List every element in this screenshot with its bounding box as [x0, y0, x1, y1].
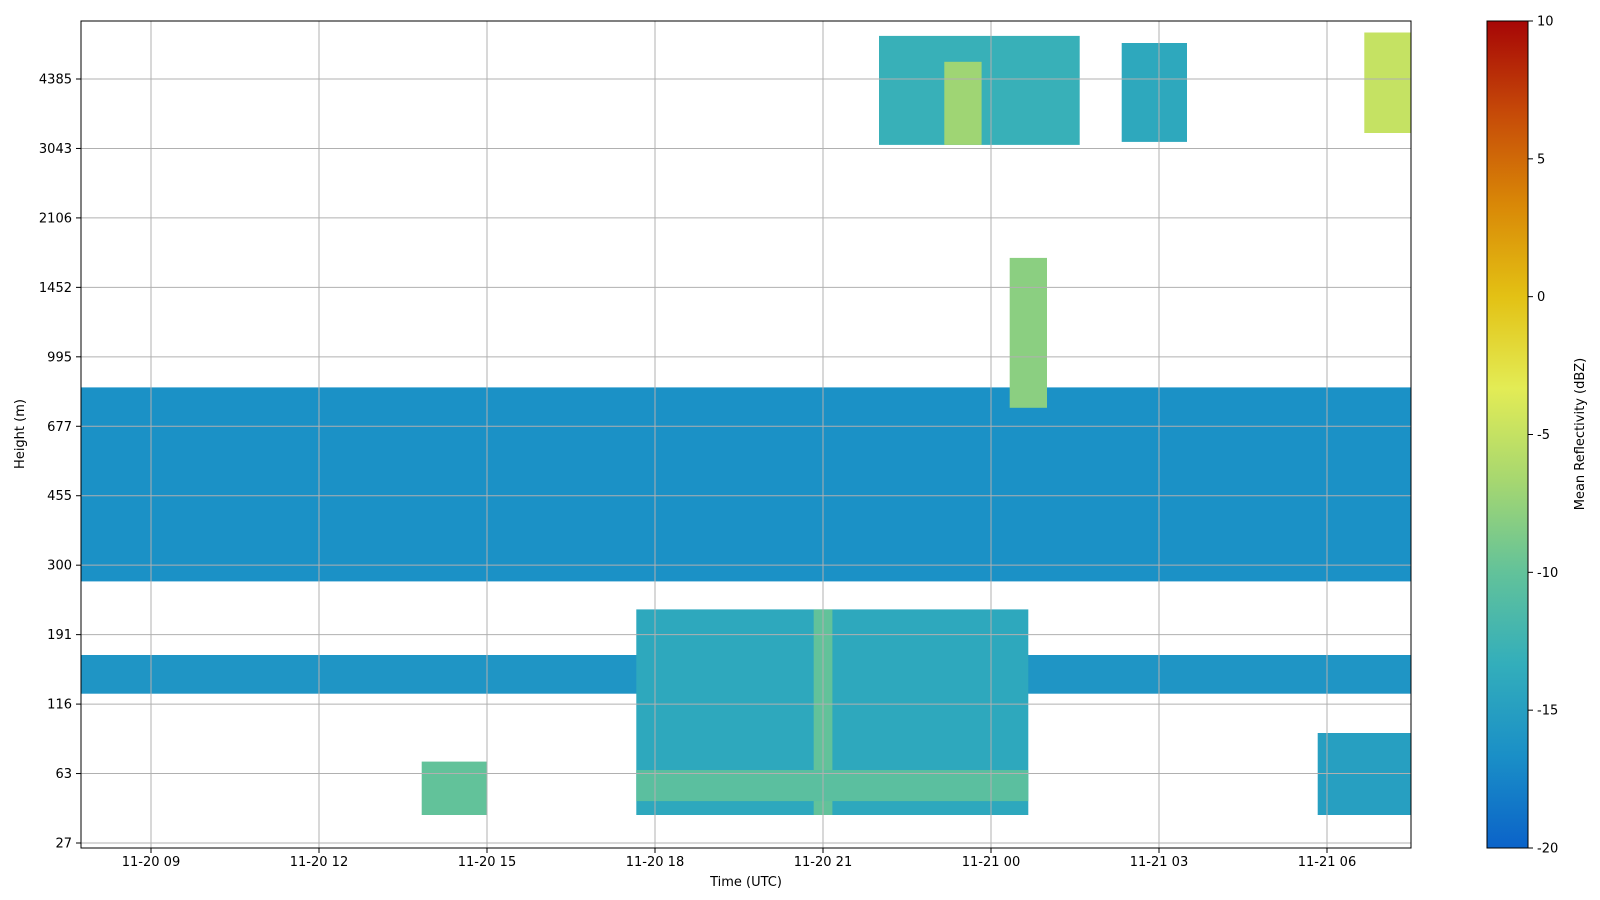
y-tick-label-11: 4385: [39, 73, 72, 88]
reflectivity-region-11: [1121, 43, 1187, 142]
x-axis-label: Time (UTC): [709, 875, 782, 890]
colorbar-tick-label-0: 10: [1537, 15, 1554, 30]
y-tick-label-5: 455: [47, 489, 72, 504]
colorbar-tick-label-5: -15: [1537, 704, 1558, 719]
y-tick-label-4: 300: [47, 559, 72, 574]
colorbar-tick-label-2: 0: [1537, 290, 1545, 305]
reflectivity-region-9: [944, 61, 982, 145]
reflectivity-region-10: [1009, 257, 1047, 408]
y-tick-label-10: 3043: [39, 142, 72, 157]
colorbar-tick-label-3: -5: [1537, 428, 1550, 443]
y-tick-label-1: 63: [55, 767, 72, 782]
colorbar-tick-label-1: 5: [1537, 152, 1545, 167]
reflectivity-region-12: [1364, 32, 1411, 133]
x-tick-label-0: 11-20 09: [122, 855, 180, 870]
x-tick-label-7: 11-21 06: [1298, 855, 1356, 870]
colorbar: [1486, 20, 1529, 849]
x-tick-label-1: 11-20 12: [290, 855, 348, 870]
y-tick-label-8: 1452: [39, 281, 72, 296]
axis-ticks: 11-20 09 11-20 12 11-20 15 11-20 18 11-20 21…: [39, 73, 1356, 871]
x-tick-label-4: 11-20 21: [794, 855, 852, 870]
y-tick-label-9: 2106: [39, 211, 72, 226]
colorbar-label: Mean Reflectivity (dBZ): [1573, 358, 1588, 511]
y-tick-label-6: 677: [47, 420, 72, 435]
x-tick-label-5: 11-21 00: [962, 855, 1020, 870]
grid: [81, 21, 1411, 848]
x-tick-label-6: 11-21 03: [1130, 855, 1188, 870]
x-tick-label-2: 11-20 15: [458, 855, 516, 870]
colorbar-tick-label-4: -10: [1537, 566, 1558, 581]
y-tick-label-3: 191: [47, 628, 72, 643]
y-tick-label-0: 27: [55, 837, 72, 852]
heatmap: [81, 32, 1411, 815]
reflectivity-region-5: [636, 770, 1029, 802]
colorbar-tick-label-6: -20: [1537, 842, 1558, 857]
x-tick-label-3: 11-20 18: [626, 855, 684, 870]
y-axis-label: Height (m): [13, 399, 28, 469]
reflectivity-region-6: [421, 761, 487, 815]
y-tick-label-7: 995: [47, 350, 72, 365]
colorbar-ticks: 10 5 0 -5 -10 -15 -20: [1528, 15, 1558, 857]
y-tick-label-2: 116: [47, 698, 72, 713]
reflectivity-region-1: [81, 387, 1411, 582]
plot-frame: [80, 20, 1412, 849]
